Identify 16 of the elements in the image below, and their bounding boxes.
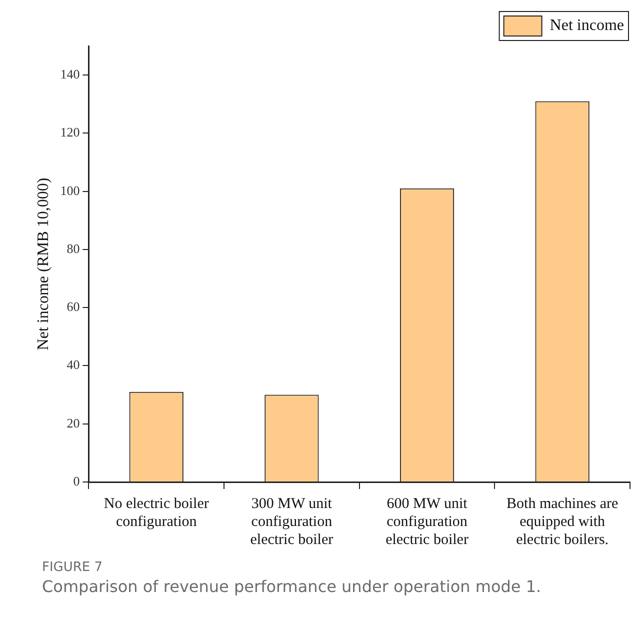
y-tick-label: 20 xyxy=(66,415,80,430)
y-axis-title: Net income (RMB 10,000) xyxy=(34,178,52,350)
y-tick-label: 0 xyxy=(73,473,80,488)
x-tick-label: Both machines are equipped with electric boilers. xyxy=(506,496,618,548)
y-tick-label: 60 xyxy=(66,299,80,314)
x-tick-label: No electric boiler configuration xyxy=(104,496,209,530)
y-tick-label: 140 xyxy=(60,66,80,82)
x-tick-label: 300 MW unit configuration electric boiler xyxy=(250,496,334,548)
legend-label: Net income xyxy=(550,17,624,34)
y-tick-label: 40 xyxy=(66,357,80,372)
y-tick-label: 80 xyxy=(66,240,80,256)
text: Comparison of revenue performance under operation mode 1. xyxy=(42,577,542,596)
y-tick-label: 120 xyxy=(60,124,80,140)
x-tick-label: 600 MW unit configuration electric boiler xyxy=(386,496,468,548)
y-tick-label: 100 xyxy=(60,182,80,198)
caption: FIGURE 7 xyxy=(42,560,104,575)
